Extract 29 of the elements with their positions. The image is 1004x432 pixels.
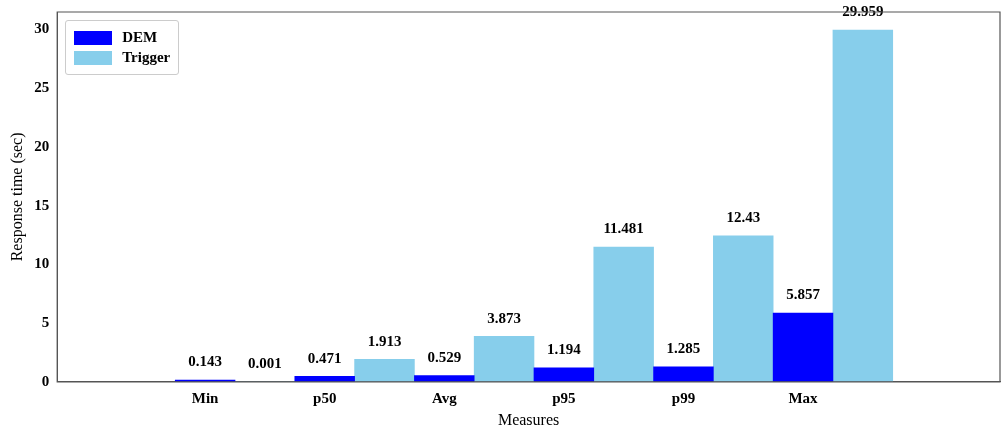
x-tick-label: p95 [552,389,576,406]
y-axis-title: Response time (sec) [7,132,26,262]
data-label: 0.001 [248,355,282,372]
x-tick-label: p99 [671,389,696,406]
data-label: 0.471 [307,349,342,366]
data-label: 1.194 [547,341,582,358]
y-tick-label: 25 [34,79,50,96]
legend-label: DEM [122,29,158,46]
x-tick-label: Max [788,389,819,406]
y-tick-label: 30 [34,20,50,37]
data-label: 3.873 [487,309,521,326]
data-label: 5.857 [786,286,821,303]
y-tick-label: 15 [34,196,50,213]
x-tick-label: p50 [313,389,337,406]
x-axis-title: Measures [497,410,560,428]
data-label: 1.285 [666,340,701,357]
x-tick-label: Min [191,389,220,406]
y-tick-label: 20 [34,137,50,154]
x-tick-label: Avg [431,389,458,406]
y-tick-label: 0 [41,372,50,389]
data-label: 29.959 [842,3,884,20]
data-label: 1.913 [367,332,402,349]
y-tick-label: 10 [34,255,50,272]
legend-label: Trigger [122,49,171,66]
data-label: 0.143 [188,353,222,370]
data-label: 11.481 [603,220,644,237]
y-tick-label: 5 [41,313,50,330]
data-label: 12.43 [726,209,761,226]
data-label: 0.529 [427,348,462,365]
